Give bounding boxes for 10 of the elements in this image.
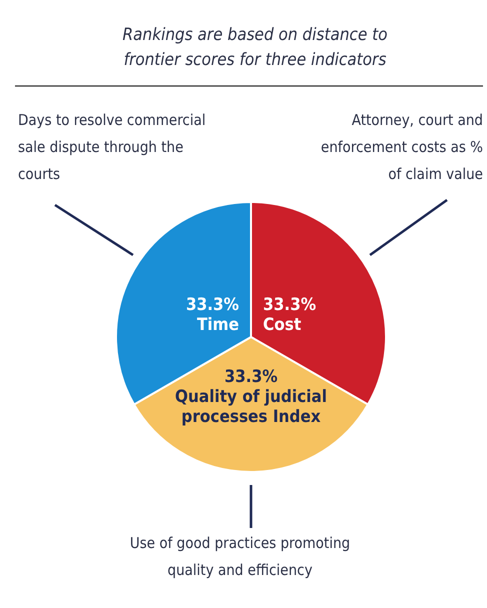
data-label: 33.3% [186, 295, 239, 315]
data-label: 33.3% [224, 367, 278, 387]
slice-label: Cost [263, 315, 302, 335]
text: Days to resolve commercial sale dispute through the courts [18, 111, 206, 183]
slice-label: Quality of judicial processes Index [175, 387, 327, 427]
text: Use of good practices promoting quality and efficiency [130, 534, 350, 579]
slice-label: Time [197, 315, 239, 335]
text: Attorney, court and enforcement costs as % of claim value [320, 111, 484, 183]
chart-title: Rankings are based on distance to frontier scores for three indicators [122, 25, 388, 70]
data-label: 33.3% [263, 295, 316, 315]
